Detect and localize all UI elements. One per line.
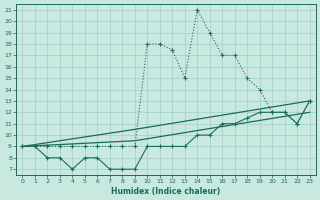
X-axis label: Humidex (Indice chaleur): Humidex (Indice chaleur) <box>111 187 221 196</box>
